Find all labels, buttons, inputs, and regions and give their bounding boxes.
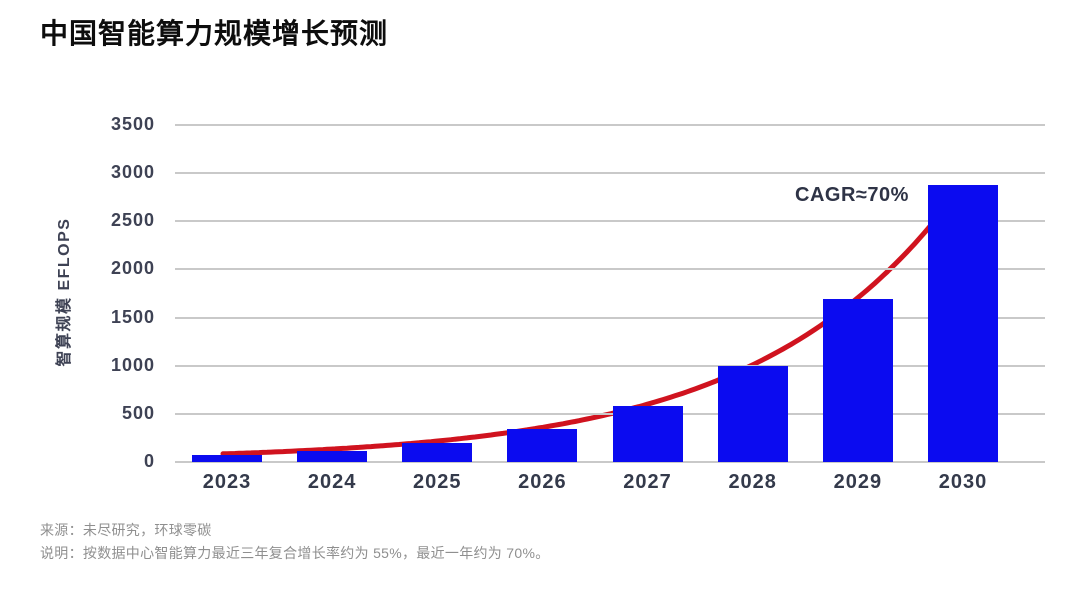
y-tick-label-3500: 3500 [110,114,155,134]
bar-2029 [822,299,893,462]
footer-source: 来源：未尽研究，环球零碳 [40,522,212,538]
gridline-0 [175,461,1045,463]
bar-2030 [927,185,998,462]
gridline-500 [175,412,1045,415]
y-tick-label-0: 0 [143,451,155,471]
bar-2025 [402,442,473,462]
gridline-2500 [175,220,1045,223]
x-tick-label-2029: 2029 [833,471,883,493]
gridline-3500 [175,124,1045,126]
y-axis-title: 智算规模 EFLOPS [56,217,73,367]
bar-2026 [507,428,578,462]
x-tick-label-2028: 2028 [728,471,777,493]
footer: 来源：未尽研究，环球零碳 说明：按数据中心智能算力最近三年复合增长率约为 55%… [40,519,550,565]
x-tick-label-2025: 2025 [413,471,462,493]
chart-title: 中国智能算力规模增长预测 [40,18,389,49]
gridline-2000 [175,268,1045,271]
gridline-3000 [175,172,1045,175]
y-tick-label-2000: 2000 [110,258,155,279]
x-tick-label-2026: 2026 [518,471,567,493]
y-tick-label-1500: 1500 [110,306,155,327]
gridline-1000 [175,364,1045,367]
y-tick-label-3000: 3000 [110,162,155,183]
x-tick-label-2030: 2030 [938,471,988,493]
y-tick-label-2500: 2500 [110,210,155,231]
x-tick-label-2023: 2023 [202,471,252,493]
gridline-1500 [175,316,1045,319]
footer-note: 说明：按数据中心智能算力最近三年复合增长率约为 55%，最近一年约为 70%。 [40,545,550,561]
bar-2024 [297,450,368,462]
cagr-annotation: CAGR≈70% [795,184,909,206]
y-tick-label-1000: 1000 [110,354,155,375]
bar-2023 [192,455,262,462]
x-tick-label-2024: 2024 [307,471,357,493]
x-tick-label-2027: 2027 [623,471,672,493]
bar-2028 [717,366,788,462]
bar-2027 [612,405,683,462]
y-tick-label-500: 500 [121,402,155,423]
